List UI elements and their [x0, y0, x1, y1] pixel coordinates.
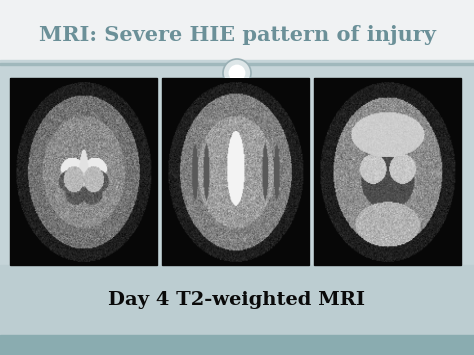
Circle shape: [228, 65, 246, 81]
Circle shape: [223, 59, 251, 87]
Bar: [162, 78, 309, 265]
Bar: [0, 0, 474, 75]
Bar: [0, 63, 474, 65]
Bar: [10, 78, 157, 265]
Bar: [0, 335, 474, 355]
Bar: [0, 265, 474, 355]
Text: MRI: Severe HIE pattern of injury: MRI: Severe HIE pattern of injury: [38, 25, 436, 45]
Text: Day 4 T2-weighted MRI: Day 4 T2-weighted MRI: [109, 291, 365, 309]
Bar: [314, 78, 461, 265]
Bar: [0, 60, 474, 270]
